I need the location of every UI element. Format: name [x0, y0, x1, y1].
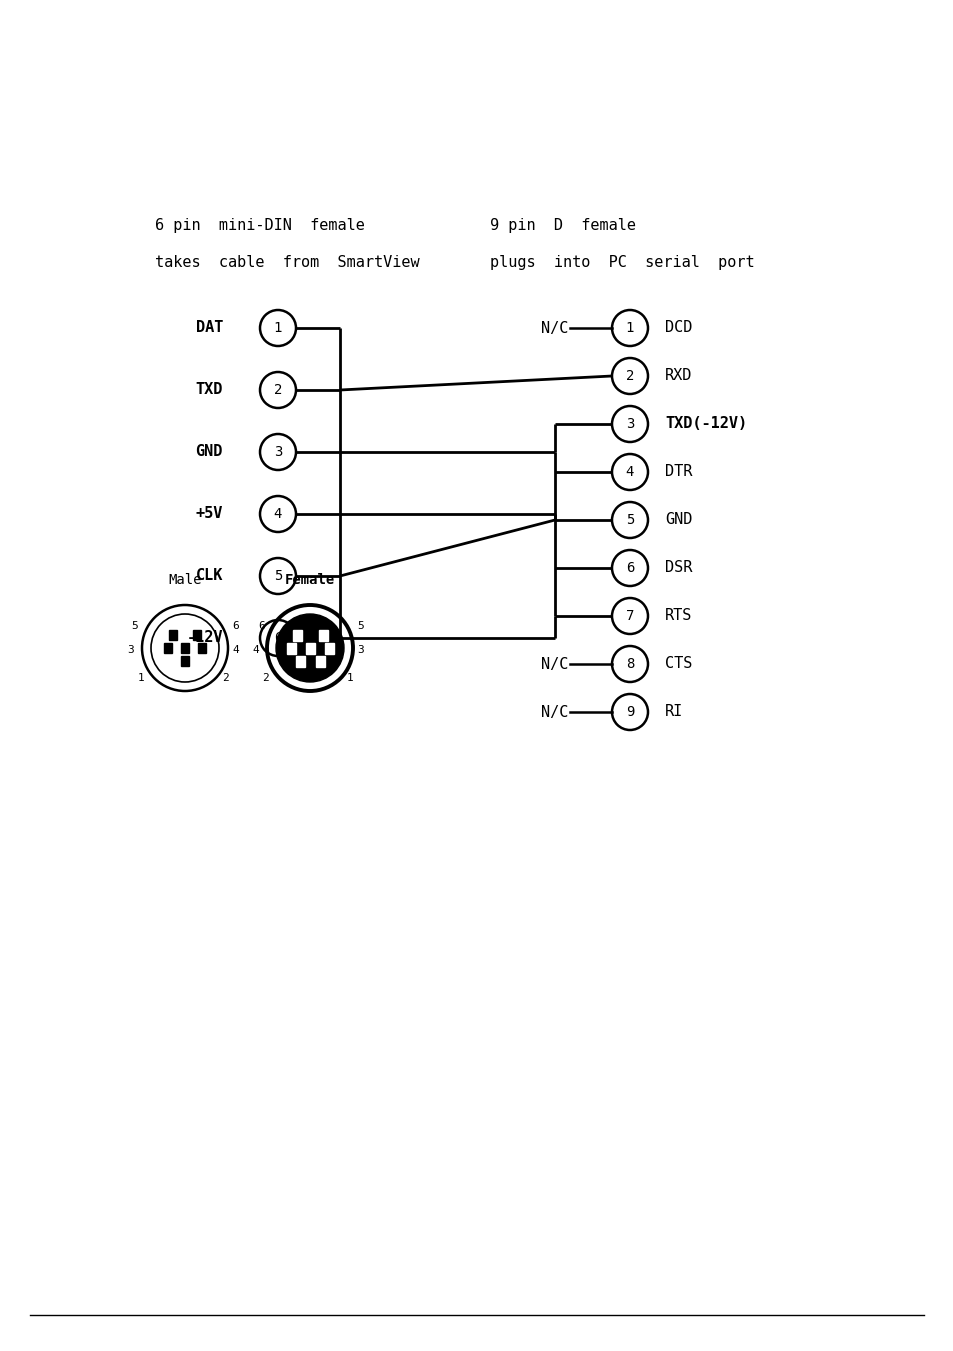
Bar: [315, 657, 325, 667]
Text: N/C: N/C: [540, 320, 567, 335]
Bar: [164, 643, 172, 653]
Text: 7: 7: [625, 609, 634, 623]
Text: 5: 5: [625, 513, 634, 527]
Text: 5: 5: [274, 569, 282, 584]
Text: plugs  into  PC  serial  port: plugs into PC serial port: [490, 255, 754, 270]
Text: 6: 6: [274, 631, 282, 644]
Text: +5V: +5V: [195, 507, 223, 521]
Text: 5: 5: [356, 621, 363, 631]
Text: 6: 6: [232, 621, 238, 631]
Text: 4: 4: [274, 507, 282, 521]
Text: 1: 1: [274, 322, 282, 335]
Text: 3: 3: [274, 444, 282, 459]
Text: 9: 9: [625, 705, 634, 719]
Bar: [193, 630, 201, 640]
Text: TXD: TXD: [195, 382, 223, 397]
Text: 4: 4: [252, 644, 258, 655]
Text: 6: 6: [258, 621, 265, 631]
Circle shape: [275, 613, 344, 682]
Bar: [181, 643, 189, 653]
Text: DCD: DCD: [664, 320, 692, 335]
Text: N/C: N/C: [540, 657, 567, 671]
Text: 3: 3: [127, 644, 133, 655]
Bar: [295, 657, 305, 667]
Text: 3: 3: [356, 644, 363, 655]
Text: 6: 6: [625, 561, 634, 576]
Text: 5: 5: [132, 621, 138, 631]
Text: 1: 1: [347, 673, 354, 684]
Text: 9 pin  D  female: 9 pin D female: [490, 218, 636, 232]
Bar: [293, 630, 302, 640]
Text: TXD(-12V): TXD(-12V): [664, 416, 746, 431]
Text: -12V: -12V: [186, 631, 223, 646]
Text: 4: 4: [232, 644, 238, 655]
Text: RI: RI: [664, 704, 682, 720]
Text: GND: GND: [195, 444, 223, 459]
Text: DAT: DAT: [195, 320, 223, 335]
Bar: [169, 630, 177, 640]
Text: 6 pin  mini-DIN  female: 6 pin mini-DIN female: [154, 218, 364, 232]
Bar: [198, 643, 206, 653]
Text: 3: 3: [625, 417, 634, 431]
Text: 4: 4: [625, 465, 634, 480]
Text: N/C: N/C: [540, 704, 567, 720]
Text: 2: 2: [262, 673, 269, 684]
Bar: [181, 657, 189, 666]
Text: 1: 1: [625, 322, 634, 335]
Bar: [287, 643, 295, 654]
Text: takes  cable  from  SmartView: takes cable from SmartView: [154, 255, 419, 270]
Text: RTS: RTS: [664, 608, 692, 624]
Text: DSR: DSR: [664, 561, 692, 576]
Bar: [318, 630, 328, 640]
Text: 2: 2: [274, 382, 282, 397]
Text: 1: 1: [137, 673, 144, 684]
Text: 2: 2: [625, 369, 634, 382]
Text: DTR: DTR: [664, 465, 692, 480]
Bar: [306, 643, 314, 654]
Text: 8: 8: [625, 657, 634, 671]
Text: Female: Female: [285, 573, 335, 586]
Text: Male: Male: [168, 573, 201, 586]
Text: CTS: CTS: [664, 657, 692, 671]
Text: RXD: RXD: [664, 369, 692, 384]
Bar: [325, 643, 334, 654]
Text: 2: 2: [222, 673, 229, 684]
Text: CLK: CLK: [195, 569, 223, 584]
Text: GND: GND: [664, 512, 692, 527]
